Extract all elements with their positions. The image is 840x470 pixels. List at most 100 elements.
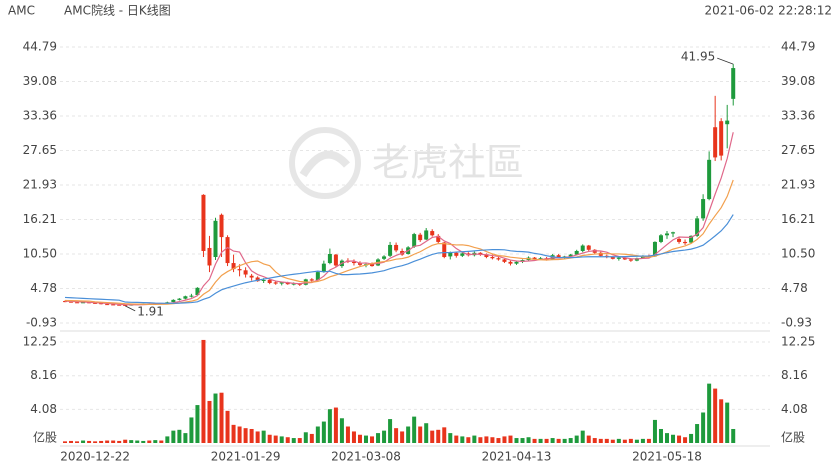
y2-tick-label: 27.65	[781, 143, 815, 157]
volume-bar	[574, 435, 579, 443]
volume-bar	[580, 430, 585, 443]
candle-body	[689, 235, 694, 243]
volume-bar	[514, 438, 519, 443]
volume-bar	[562, 438, 567, 443]
candle-body	[123, 305, 128, 307]
candle-body	[580, 245, 585, 251]
volume-bar	[671, 434, 676, 443]
volume-bar	[701, 412, 706, 443]
volume-bar	[532, 438, 537, 443]
candle-body	[616, 257, 621, 259]
symbol: AMC	[8, 4, 35, 18]
candle-body	[333, 254, 338, 266]
volume-bar	[707, 383, 712, 443]
volume-bar	[604, 438, 609, 443]
volume-bar	[315, 426, 320, 443]
candle-body	[255, 277, 260, 282]
volume-bar	[490, 437, 495, 443]
candle-body	[321, 263, 326, 272]
volume-bar	[225, 410, 230, 443]
volume-bar	[538, 438, 543, 443]
max-pointer	[717, 57, 734, 65]
volume-bar	[478, 437, 483, 443]
volume-bar	[436, 429, 441, 443]
candle-body	[117, 304, 122, 306]
candle-body	[628, 259, 633, 261]
candle-body	[183, 296, 188, 299]
y-tick-label: -0.93	[26, 316, 57, 330]
candle-body	[430, 231, 435, 236]
volume-bar	[725, 402, 730, 443]
volume-bar	[544, 438, 549, 443]
volume-bar	[677, 435, 682, 443]
candle-body	[436, 235, 441, 242]
volume-bar	[695, 424, 700, 443]
candle-body	[622, 257, 627, 260]
candle-body	[171, 299, 176, 302]
candle-body	[267, 279, 272, 283]
y2-tick-label: 39.08	[781, 74, 815, 88]
candle-body	[460, 253, 465, 256]
volume-bar	[93, 441, 98, 443]
plot: -0.93 -0.93 4.78 4.78 10.50 10.50 16.21 16.21 21…	[23, 40, 816, 464]
y-tick-label: 44.79	[23, 40, 57, 54]
volume-bar	[412, 416, 417, 443]
moving-average-line	[64, 214, 734, 304]
volume-bar	[147, 440, 152, 443]
volume-bar	[111, 440, 116, 443]
volume-bar	[165, 436, 170, 443]
candle-body	[195, 287, 200, 296]
candle-body	[652, 241, 657, 257]
volume-bar	[622, 439, 627, 443]
volume-bar	[129, 440, 134, 443]
y-tick-label: 16.21	[23, 212, 57, 226]
volume-bar	[610, 439, 615, 443]
candle-body	[394, 244, 399, 251]
volume-bar	[231, 424, 236, 443]
volume-bar	[333, 407, 338, 443]
x-tick-label: 2021-04-13	[482, 450, 552, 464]
candle-body	[237, 269, 242, 271]
volume-bar	[243, 428, 248, 443]
candle-body	[207, 247, 212, 266]
volume-bar	[285, 437, 290, 443]
volume-bar	[309, 433, 314, 443]
volume-bar	[201, 339, 206, 443]
candle-body	[189, 295, 194, 297]
candle-body	[658, 235, 663, 242]
candle-body	[177, 298, 182, 300]
candle-body	[219, 214, 224, 238]
candle-body	[695, 218, 700, 236]
y2-tick-label: 16.21	[781, 212, 815, 226]
volume-bar	[117, 440, 122, 443]
volume-bar	[634, 439, 639, 443]
volume-bar	[520, 438, 525, 443]
y2-tick-label: 33.36	[781, 109, 815, 123]
volume-bar	[400, 431, 405, 443]
volume-bar	[598, 438, 603, 443]
candle-body	[508, 261, 513, 264]
candle-body	[556, 255, 561, 258]
candle-body	[496, 258, 501, 260]
volume-bar	[628, 438, 633, 443]
volume-unit: 亿股	[781, 430, 805, 445]
volume-bar	[135, 440, 140, 443]
volume-bar	[448, 433, 453, 443]
candle-body	[514, 261, 519, 264]
volume-bar	[99, 440, 104, 443]
volume-bar	[592, 438, 597, 443]
candle-body	[707, 159, 712, 200]
candle-body	[574, 250, 579, 255]
candle-body	[701, 199, 706, 219]
y2-tick-label: 21.93	[781, 178, 815, 192]
volume-bar	[526, 437, 531, 443]
volume-bar	[376, 433, 381, 443]
candle-body	[99, 303, 104, 305]
y-tick-label: 39.08	[23, 74, 57, 88]
volume-bar	[321, 421, 326, 443]
volume-bar	[267, 434, 272, 443]
candle-body	[291, 283, 296, 285]
candle-body	[105, 304, 110, 306]
volume-tick-label: 4.08	[30, 402, 57, 416]
volume-tick-label: 12.25	[23, 335, 57, 349]
